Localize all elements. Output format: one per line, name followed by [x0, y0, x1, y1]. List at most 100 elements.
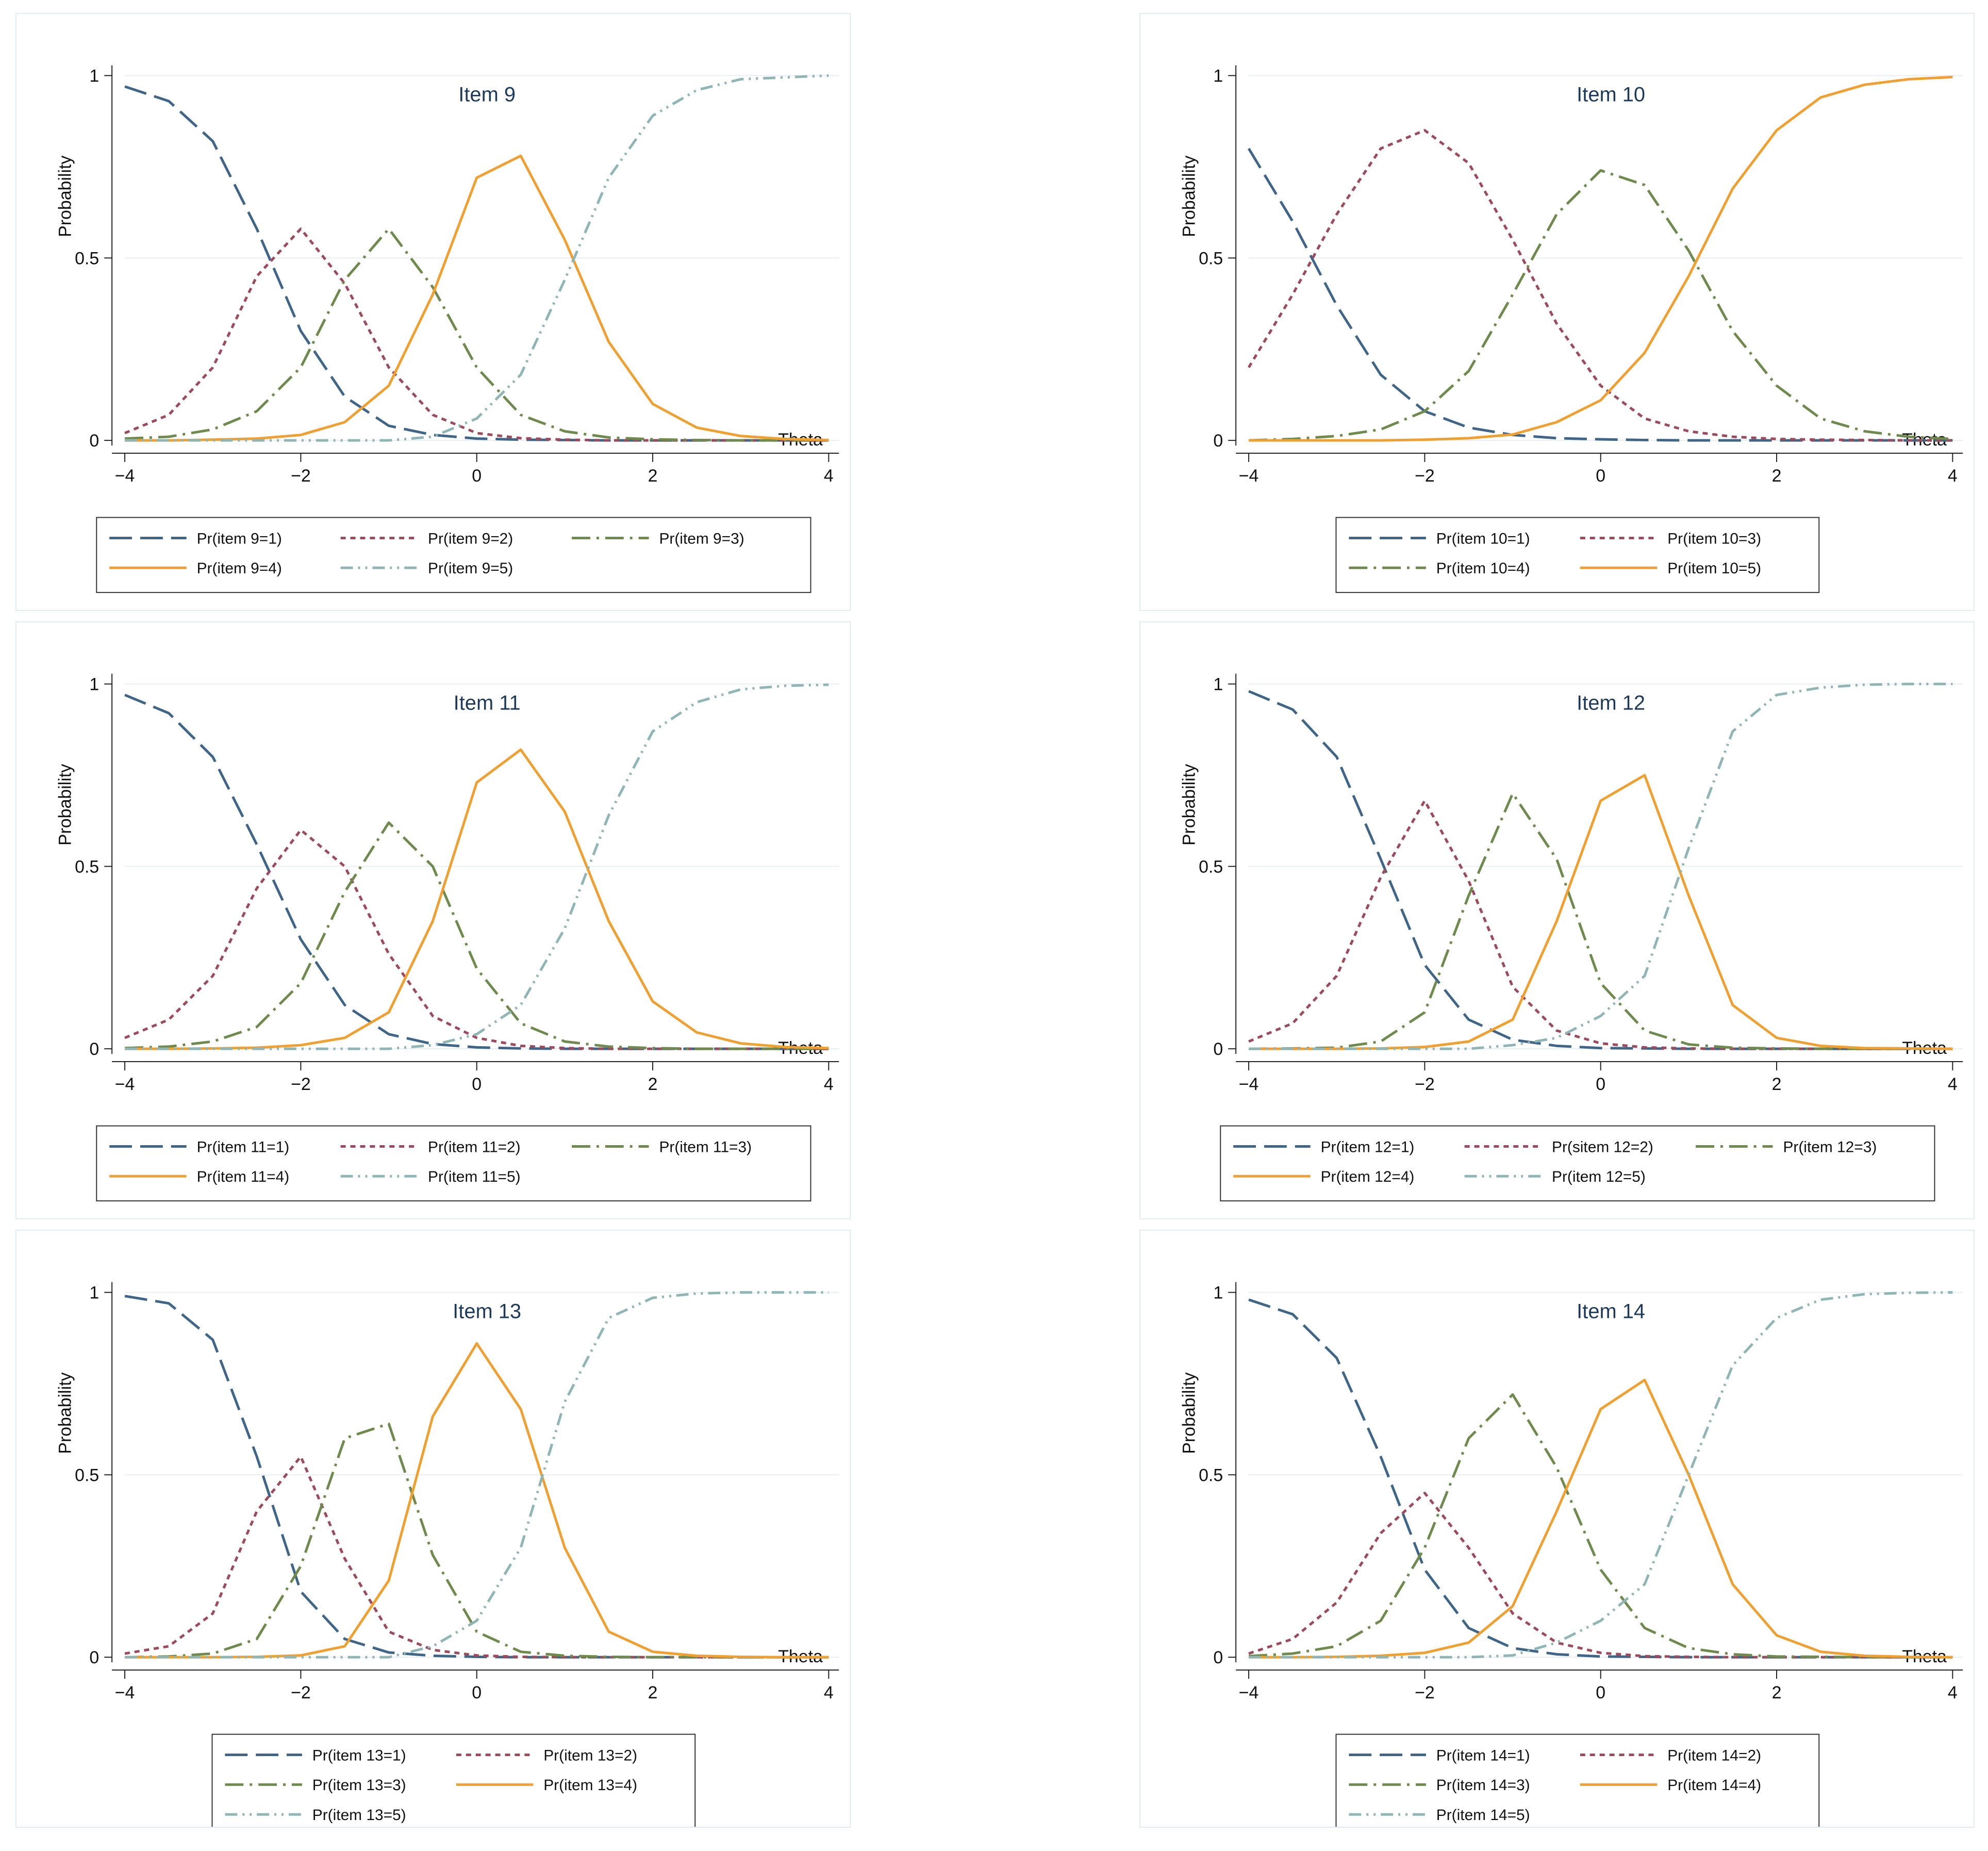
- series-line: [124, 227, 829, 442]
- y-axis-label: Probability: [55, 1373, 75, 1454]
- x-tick-label: −2: [291, 1683, 311, 1703]
- chart-title: Item 13: [453, 1300, 521, 1323]
- x-tick-label: 2: [648, 1075, 658, 1094]
- legend-label: Pr(item 13=5): [312, 1807, 406, 1824]
- series-line: [125, 748, 829, 1050]
- legend-label: Pr(sitem 12=2): [1552, 1138, 1653, 1155]
- y-tick-label: 1: [1213, 675, 1223, 695]
- legend: [211, 1733, 696, 1827]
- series-line: [1248, 1298, 1953, 1659]
- x-tick-label: −4: [115, 466, 135, 486]
- x-tick-label: −2: [1415, 466, 1435, 486]
- series-line: [125, 1422, 829, 1659]
- legend-label: Pr(item 9=2): [428, 530, 513, 547]
- legend-label: Pr(item 14=1): [1436, 1747, 1530, 1764]
- legend-label: Pr(item 9=3): [659, 530, 744, 547]
- legend-label: Pr(item 11=1): [197, 1138, 290, 1155]
- y-tick-label: 0.5: [75, 857, 99, 877]
- y-tick-label: 0.5: [1199, 857, 1223, 877]
- chart-title: Item 10: [1577, 83, 1645, 106]
- legend-label: Pr(item 9=1): [197, 530, 282, 547]
- x-tick-label: 0: [472, 466, 482, 486]
- x-tick-label: 2: [1772, 1683, 1782, 1703]
- series-line: [125, 74, 829, 442]
- x-tick-label: −4: [1239, 466, 1259, 486]
- series-line: [1248, 799, 1953, 1050]
- x-tick-label: −2: [1415, 1683, 1435, 1703]
- chart-panel: 0 0.5 1 −4 −2 0 2 4 Probability Theta Item 12 Pr(it…: [1139, 621, 1975, 1219]
- y-axis-label: Probability: [55, 764, 75, 846]
- x-tick-label: −4: [1239, 1683, 1259, 1703]
- legend-label: Pr(item 11=3): [659, 1138, 752, 1155]
- legend-label: Pr(item 13=3): [312, 1777, 406, 1794]
- x-tick-label: 2: [648, 1683, 658, 1703]
- y-tick-label: 1: [1213, 67, 1223, 86]
- y-tick-label: 0: [89, 1039, 99, 1059]
- series-line: [1249, 1291, 1953, 1659]
- chart-title: Item 14: [1577, 1300, 1645, 1323]
- y-tick-label: 0.5: [75, 249, 99, 268]
- series-line: [1248, 690, 1953, 1050]
- series-line: [1247, 129, 1953, 442]
- x-tick-label: 4: [1948, 466, 1958, 486]
- y-tick-label: 1: [89, 675, 99, 695]
- x-tick-label: 2: [648, 466, 658, 486]
- legend-label: Pr(item 14=2): [1667, 1747, 1761, 1764]
- legend-label: Pr(item 10=5): [1667, 560, 1761, 577]
- x-tick-label: −4: [115, 1683, 135, 1703]
- legend-label: Pr(item 13=4): [543, 1777, 637, 1794]
- x-tick-label: 4: [824, 1683, 834, 1703]
- series-line: [125, 154, 829, 442]
- y-tick-label: 1: [89, 1283, 99, 1303]
- legend-label: Pr(item 12=5): [1552, 1168, 1646, 1185]
- x-tick-label: 0: [1596, 466, 1605, 486]
- series-line: [125, 1291, 829, 1659]
- y-tick-label: 0: [1213, 431, 1223, 451]
- chart-panel: 0 0.5 1 −4 −2 0 2 4 Probability Theta Item 9 Pr(ite…: [15, 13, 851, 611]
- legend-label: Pr(item 13=1): [312, 1747, 406, 1764]
- y-tick-label: 0: [89, 431, 99, 451]
- x-tick-label: −2: [1415, 1075, 1435, 1094]
- y-tick-label: 0.5: [1199, 249, 1223, 268]
- series-line: [124, 693, 829, 1050]
- chart-panel: 0 0.5 1 −4 −2 0 2 4 Probability Theta Item 11 Pr(it…: [15, 621, 851, 1219]
- y-tick-label: 0: [89, 1648, 99, 1667]
- x-tick-label: −4: [1239, 1075, 1259, 1094]
- legend: [1220, 1125, 1935, 1202]
- y-axis-label: Probability: [1179, 1373, 1199, 1454]
- series-line: [124, 1295, 829, 1659]
- chart-title: Item 11: [454, 691, 521, 714]
- series-line: [125, 1342, 829, 1659]
- series-line: [1247, 147, 1953, 442]
- legend-label: Pr(item 12=1): [1321, 1138, 1415, 1155]
- series-line: [1248, 1492, 1953, 1659]
- legend-label: Pr(item 14=3): [1436, 1777, 1530, 1794]
- legend-label: Pr(item 11=5): [428, 1168, 521, 1185]
- legend: [1335, 1733, 1820, 1827]
- series-line: [1248, 169, 1953, 442]
- x-tick-label: −4: [115, 1075, 135, 1094]
- y-tick-label: 1: [89, 67, 99, 86]
- y-tick-label: 0: [1213, 1039, 1223, 1059]
- legend-label: Pr(item 10=4): [1436, 560, 1530, 577]
- series-line: [125, 683, 829, 1050]
- x-tick-label: −2: [291, 1075, 311, 1094]
- series-line: [1248, 1393, 1953, 1659]
- x-tick-label: 2: [1772, 466, 1782, 486]
- x-tick-label: 0: [472, 1683, 482, 1703]
- series-line: [124, 821, 829, 1050]
- series-line: [124, 227, 829, 442]
- legend-label: Pr(item 13=2): [543, 1747, 637, 1764]
- legend-label: Pr(item 12=4): [1321, 1168, 1415, 1185]
- chart-panel: 0 0.5 1 −4 −2 0 2 4 Probability Theta Item 14 Pr(it…: [1139, 1230, 1975, 1828]
- legend-label: Pr(item 14=4): [1667, 1777, 1761, 1794]
- y-tick-label: 0.5: [1199, 1465, 1223, 1485]
- legend-label: Pr(item 12=3): [1783, 1138, 1877, 1155]
- x-tick-label: −2: [291, 466, 311, 486]
- chart-panel: 0 0.5 1 −4 −2 0 2 4 Probability Theta Item 13 Pr(it…: [15, 1230, 851, 1828]
